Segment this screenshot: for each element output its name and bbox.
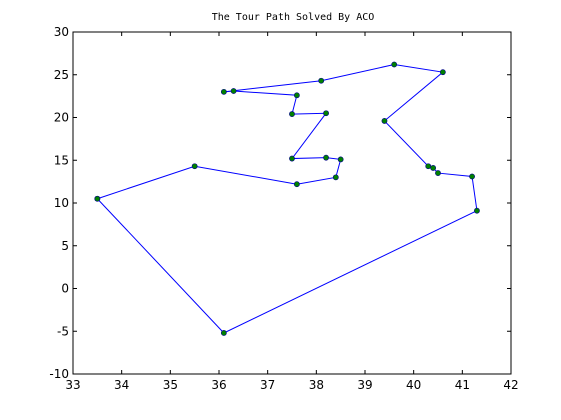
x-tick-label: 34 <box>114 378 129 392</box>
tour-point <box>440 70 445 75</box>
x-tick-label: 41 <box>455 378 470 392</box>
tour-point <box>319 78 324 83</box>
tour-point <box>474 208 479 213</box>
y-tick-label: -5 <box>57 324 69 338</box>
tour-point <box>289 156 294 161</box>
y-tick-labels: -10 -5 0 5 10 15 20 25 30 <box>49 25 69 381</box>
x-tick-label: 38 <box>309 378 324 392</box>
y-tick-label: 10 <box>54 196 69 210</box>
tour-point <box>469 174 474 179</box>
y-tick-label: 0 <box>61 282 69 296</box>
plot-area <box>73 32 511 374</box>
tour-point <box>323 155 328 160</box>
x-tick-labels: 33 34 35 36 37 38 39 40 41 42 <box>65 378 518 392</box>
tour-point <box>289 111 294 116</box>
tour-point <box>95 196 100 201</box>
tour-point <box>323 111 328 116</box>
x-tick-label: 35 <box>163 378 178 392</box>
tour-point <box>231 88 236 93</box>
tour-point <box>392 62 397 67</box>
y-tick-label: 5 <box>61 239 69 253</box>
tour-point <box>192 164 197 169</box>
tour-point <box>221 89 226 94</box>
tour-point <box>338 157 343 162</box>
chart-title: The Tour Path Solved By ACO <box>212 12 375 23</box>
y-tick-label: 30 <box>54 25 69 39</box>
x-tick-label: 37 <box>260 378 275 392</box>
tour-point <box>294 93 299 98</box>
y-tick-label: 20 <box>54 111 69 125</box>
tour-point <box>426 164 431 169</box>
y-tick-label: -10 <box>49 367 69 381</box>
x-tick-label: 40 <box>406 378 421 392</box>
x-tick-label: 42 <box>503 378 518 392</box>
x-tick-label: 36 <box>211 378 226 392</box>
tour-point <box>294 182 299 187</box>
tour-point <box>431 165 436 170</box>
y-tick-label: 25 <box>54 68 69 82</box>
tour-point <box>221 330 226 335</box>
x-tick-label: 39 <box>357 378 372 392</box>
tour-point <box>382 118 387 123</box>
tour-point <box>435 170 440 175</box>
y-tick-label: 15 <box>54 153 69 167</box>
tour-point <box>333 175 338 180</box>
